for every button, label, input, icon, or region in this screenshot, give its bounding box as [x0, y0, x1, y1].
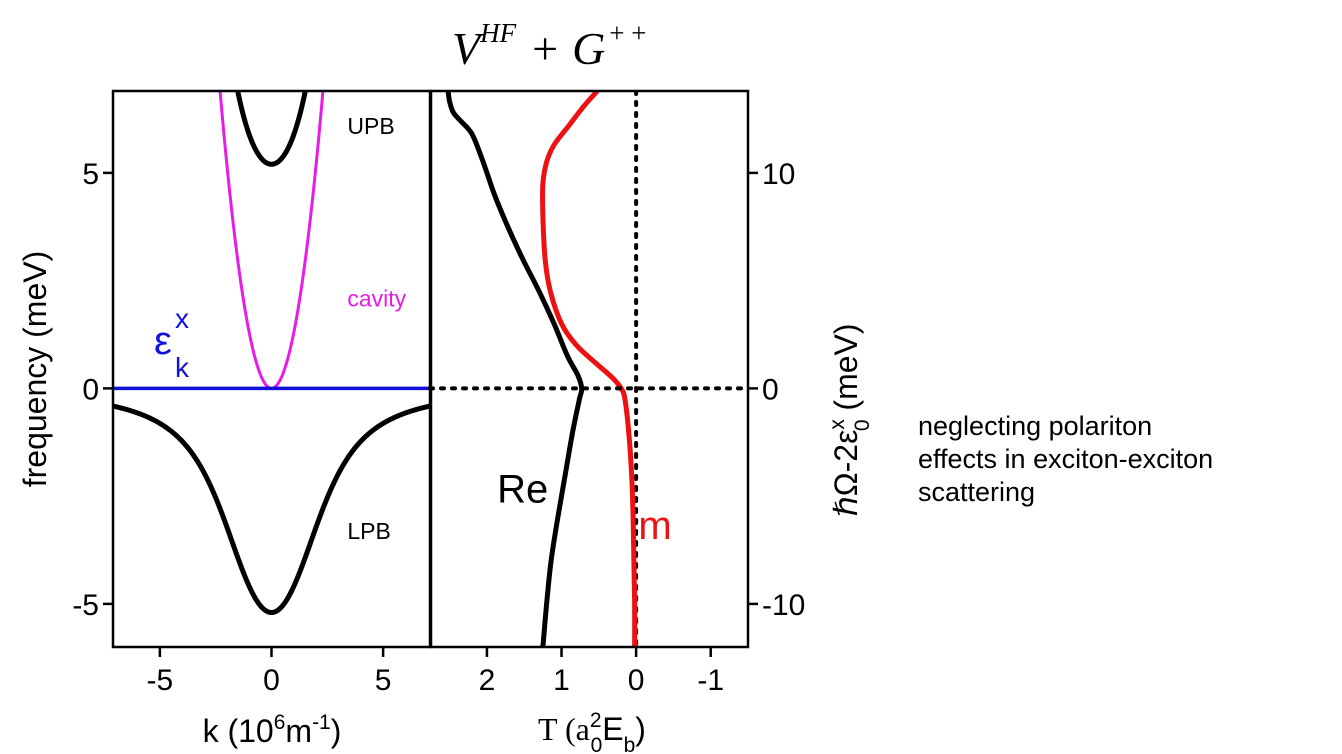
title-sup-pp: + + — [609, 18, 646, 48]
right-x-tick-label: -1 — [697, 664, 724, 697]
note-line-3: scattering — [918, 477, 1036, 507]
cavity-label: cavity — [347, 286, 406, 312]
lpb-label: LPB — [347, 518, 390, 544]
left-x-tick-label: 0 — [263, 664, 280, 697]
exciton-label: ε x k — [154, 303, 190, 383]
left-xlabel-post: ) — [331, 713, 342, 749]
right-xlabel-post: ) — [635, 711, 646, 747]
right-x-tick-label: 0 — [628, 664, 645, 697]
note-line-1: neglecting polariton — [918, 411, 1153, 441]
annotation-note: neglecting polariton effects in exciton-… — [918, 410, 1213, 509]
right-ylabel-sup: x — [826, 419, 849, 430]
right-xlabel-sup: 2 — [590, 709, 602, 732]
title-sup-hf: HF — [479, 18, 516, 48]
right-y-tick-label: 0 — [762, 373, 779, 406]
title-v: V — [452, 23, 485, 74]
chart-title: VHF + G + + — [452, 18, 647, 74]
right-plot-frame — [429, 89, 750, 649]
left-x-axis-label: k (106m-1) — [203, 711, 342, 749]
left-plot-frame — [111, 89, 432, 649]
right-ylabel-sub: 0 — [851, 419, 874, 431]
left-x-ticks: -5 0 5 — [147, 647, 392, 697]
right-x-ticks: 2 1 0 -1 — [479, 647, 724, 697]
im-label: Im — [627, 504, 671, 548]
right-y-tick-label: -10 — [762, 589, 805, 622]
right-xlabel-sub: 0 — [591, 734, 603, 754]
title-g: G — [572, 23, 605, 74]
exciton-epsilon: ε — [154, 319, 172, 363]
right-x-tick-label: 2 — [479, 664, 496, 697]
right-xlabel-mid: E — [602, 711, 623, 747]
left-xlabel-mid: m — [285, 713, 312, 749]
right-y-axis-label: ℏΩ-2εx0 (meV) — [826, 323, 874, 516]
left-panel: -5 0 5 -5 0 5 UPB cavity LPB ε x k frequency… — [17, 89, 432, 749]
left-plot-area — [113, 91, 430, 616]
right-y-ticks: -10 0 10 — [748, 158, 805, 622]
left-xlabel-sup2: -1 — [312, 711, 331, 734]
left-x-tick-label: 5 — [375, 664, 392, 697]
left-y-tick-label: 5 — [82, 158, 99, 191]
left-y-ticks: -5 0 5 — [72, 158, 113, 622]
right-ylabel-pre: ℏΩ-2ε — [828, 430, 864, 517]
upb-label: UPB — [347, 113, 394, 139]
lpb-curve — [113, 403, 430, 616]
left-y-axis-label: frequency (meV) — [17, 251, 53, 488]
right-xlabel-sub2: b — [624, 734, 636, 754]
note-line-2: effects in exciton-exciton — [918, 444, 1214, 474]
left-y-tick-label: -5 — [72, 589, 99, 622]
left-xlabel-pre: k (10 — [203, 713, 274, 749]
right-ylabel-post: (meV) — [828, 323, 864, 419]
upb-curve — [235, 91, 308, 167]
right-y-tick-label: 10 — [762, 158, 795, 191]
exciton-sup-x: x — [175, 303, 189, 334]
im-curve — [540, 91, 638, 647]
title-plus: + — [532, 23, 558, 74]
exciton-sub-k: k — [175, 352, 190, 383]
re-curve — [445, 91, 585, 647]
left-x-tick-label: -5 — [147, 664, 174, 697]
right-plot-area — [445, 91, 639, 647]
right-x-tick-label: 1 — [553, 664, 570, 697]
re-label: Re — [497, 468, 548, 512]
left-xlabel-sup: 6 — [274, 711, 286, 734]
left-y-tick-label: 0 — [82, 373, 99, 406]
right-xlabel-pre: T (a — [538, 711, 590, 747]
right-x-axis-label: T (a2 0Eb) — [538, 709, 646, 754]
